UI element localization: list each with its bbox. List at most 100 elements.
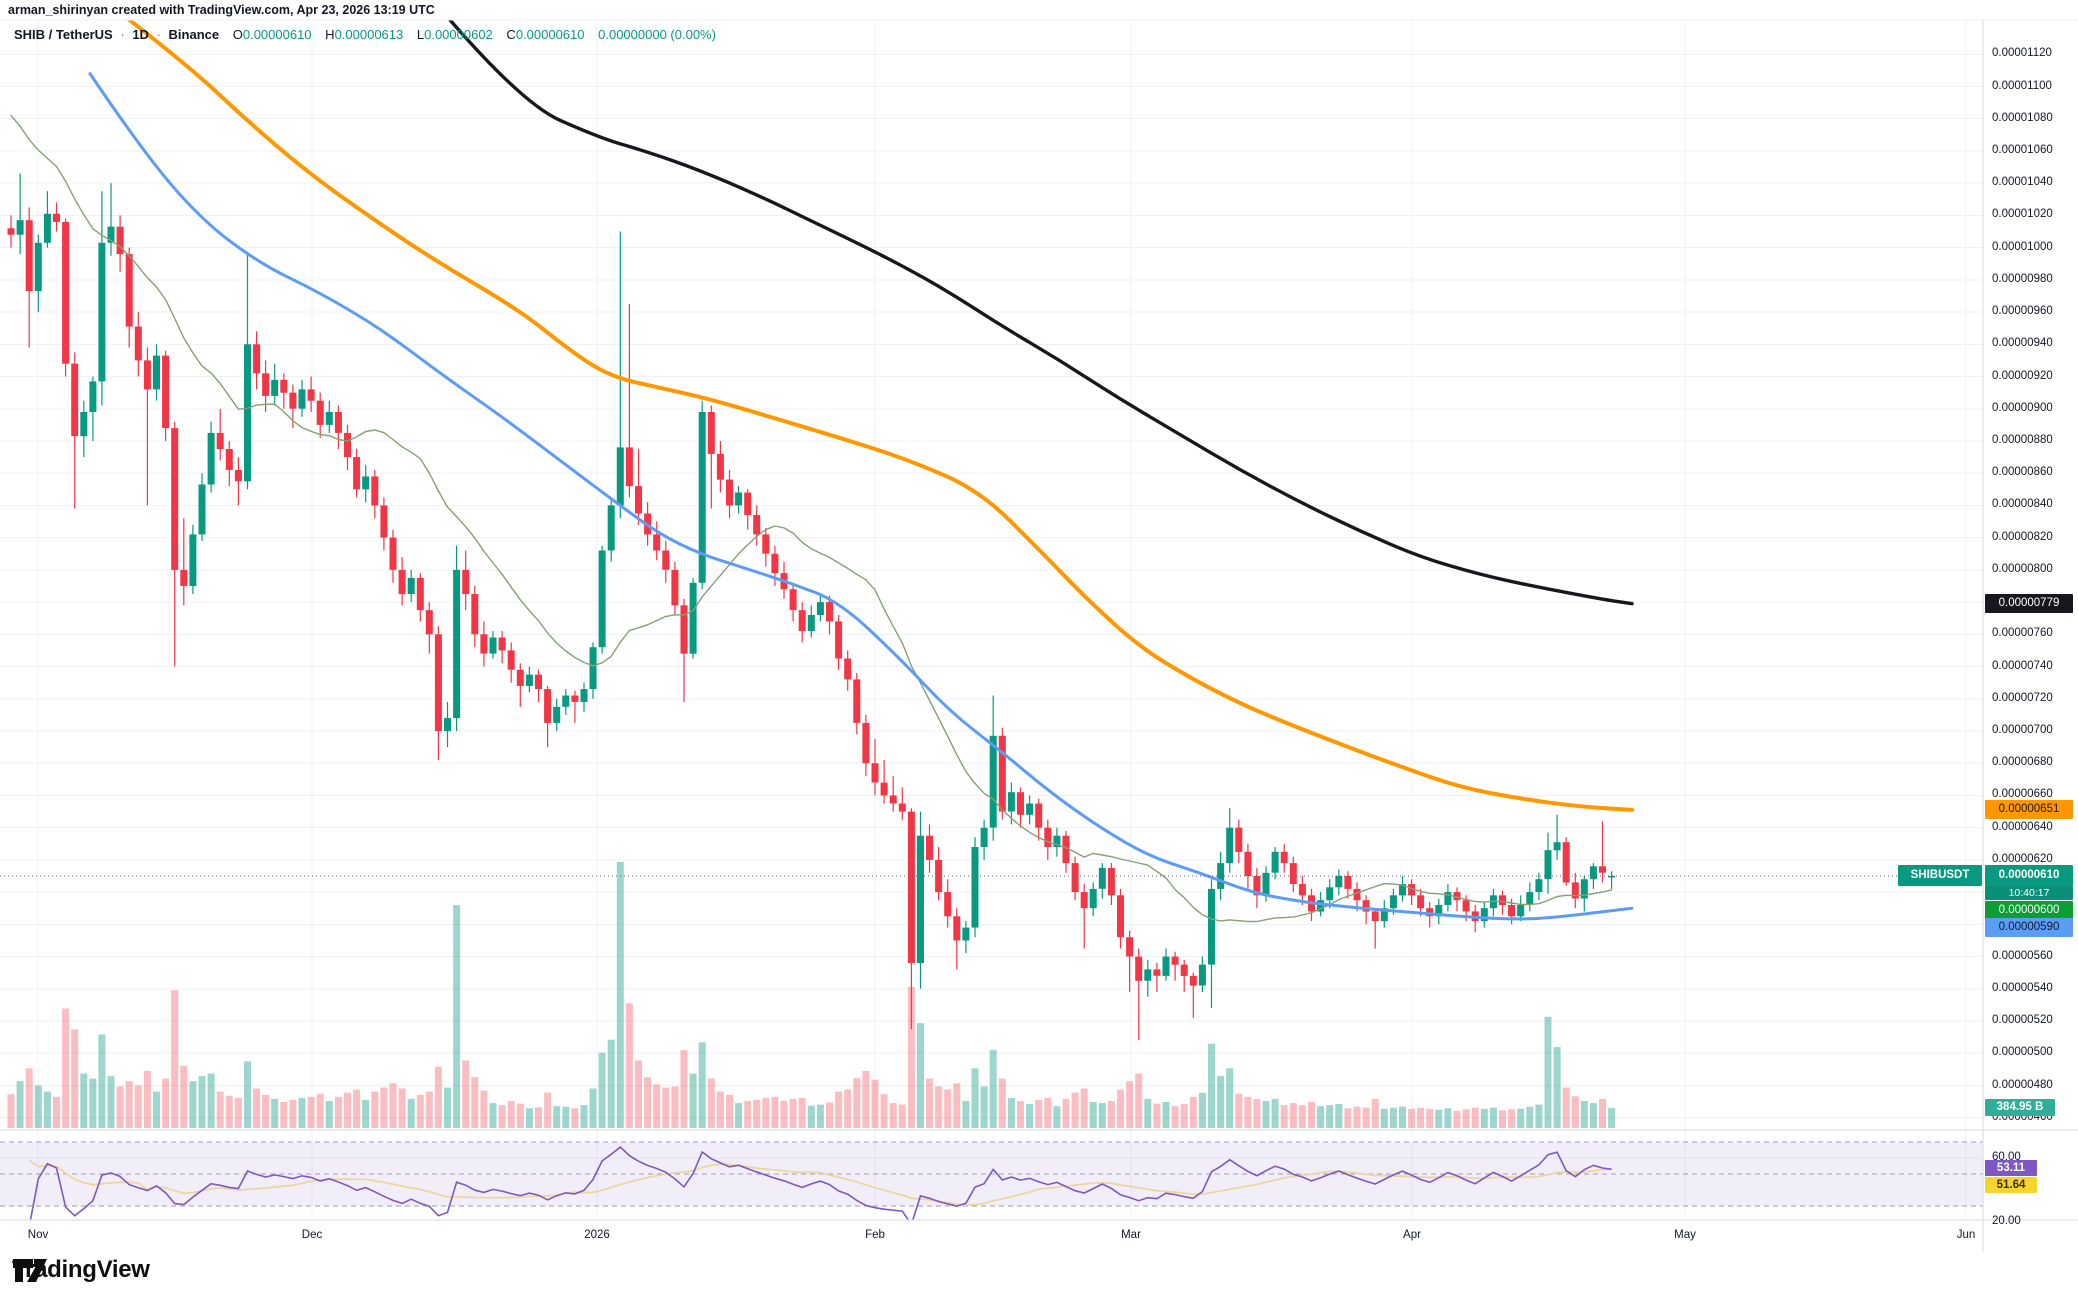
candle[interactable] [971,837,979,938]
candle[interactable] [553,698,561,731]
candle[interactable] [98,191,106,406]
tradingview-logo[interactable]: TradingView [12,1256,150,1284]
candle[interactable] [907,808,915,1030]
candle[interactable] [416,573,424,622]
candle[interactable] [334,405,342,450]
candle[interactable] [571,690,579,723]
candle[interactable] [1444,884,1452,912]
candle[interactable] [935,847,943,901]
candle[interactable] [216,408,224,461]
candle[interactable] [171,421,179,667]
candle[interactable] [726,470,733,519]
candle[interactable] [271,363,279,406]
candle[interactable] [471,586,479,648]
candle[interactable] [380,497,388,551]
candle[interactable] [926,824,933,873]
candle[interactable] [1599,821,1606,883]
candle[interactable] [1453,887,1461,912]
candle[interactable] [371,470,379,519]
candle[interactable] [1044,819,1052,860]
candle[interactable] [116,215,124,272]
candle[interactable] [80,400,88,458]
candle[interactable] [589,642,597,699]
candle[interactable] [344,424,351,470]
candle[interactable] [162,350,170,441]
candle[interactable] [444,702,451,748]
candle[interactable] [525,666,533,693]
candle[interactable] [844,650,852,691]
candle[interactable] [1499,890,1506,915]
candle[interactable] [598,545,606,654]
candle[interactable] [1198,956,1206,992]
time-axis-label-nov[interactable]: Nov [27,1229,49,1241]
candle[interactable] [944,879,952,928]
candle[interactable] [1335,869,1343,896]
candle[interactable] [662,540,670,583]
time-axis-label-feb[interactable]: Feb [865,1229,885,1241]
candle[interactable] [880,760,888,804]
candle[interactable] [244,252,251,490]
candle[interactable] [998,727,1006,820]
candle[interactable] [25,207,33,348]
candle[interactable] [1553,814,1561,860]
candle[interactable] [1080,884,1088,949]
candle[interactable] [607,497,615,562]
candle[interactable] [989,695,997,841]
candle[interactable] [1344,871,1352,899]
candle[interactable] [262,360,270,412]
candle[interactable] [744,489,752,530]
time-axis-label-jun[interactable]: Jun [1956,1229,1976,1241]
candle[interactable] [735,486,743,514]
candle[interactable] [198,473,206,541]
candle[interactable] [1126,930,1134,992]
candle[interactable] [1226,808,1234,873]
candle[interactable] [34,234,42,313]
candle[interactable] [1526,882,1534,912]
candle[interactable] [762,528,770,567]
candle[interactable] [798,602,806,643]
candle[interactable] [225,441,233,487]
candle[interactable] [1253,867,1261,909]
candle[interactable] [680,598,688,702]
candle[interactable] [1026,795,1034,825]
candle[interactable] [1135,948,1143,1041]
candle[interactable] [835,615,843,670]
time-axis-label-apr[interactable]: Apr [1403,1229,1421,1241]
candle[interactable] [1271,847,1279,880]
candle[interactable] [562,689,570,715]
candle[interactable] [234,457,242,506]
candle[interactable] [153,344,160,401]
candle[interactable] [1380,900,1388,928]
candle[interactable] [635,449,642,525]
candle[interactable] [7,215,15,248]
candle[interactable] [1180,959,1188,992]
candle[interactable] [1489,888,1497,917]
candle[interactable] [716,441,724,493]
candle[interactable] [535,669,542,702]
candle[interactable] [1308,888,1315,922]
candle[interactable] [1289,856,1297,893]
candle[interactable] [489,631,497,659]
candle[interactable] [807,605,815,638]
candle[interactable] [1399,876,1406,902]
candle[interactable] [434,626,442,760]
candle[interactable] [1535,872,1543,901]
candle[interactable] [1208,879,1215,1009]
candle[interactable] [753,505,761,546]
candle[interactable] [407,569,415,603]
candle[interactable] [325,400,333,433]
candle[interactable] [1098,863,1106,899]
candle[interactable] [653,521,661,561]
candle[interactable] [625,304,633,498]
candle[interactable] [980,819,988,860]
candle[interactable] [107,183,115,256]
candle[interactable] [707,405,715,509]
candle[interactable] [62,218,70,377]
candle[interactable] [689,577,697,659]
candle[interactable] [1035,798,1043,841]
candle[interactable] [453,545,461,731]
time-axis-label-may[interactable]: May [1674,1229,1696,1241]
candle[interactable] [853,673,861,735]
candle[interactable] [1408,879,1416,905]
candle[interactable] [1544,832,1552,894]
